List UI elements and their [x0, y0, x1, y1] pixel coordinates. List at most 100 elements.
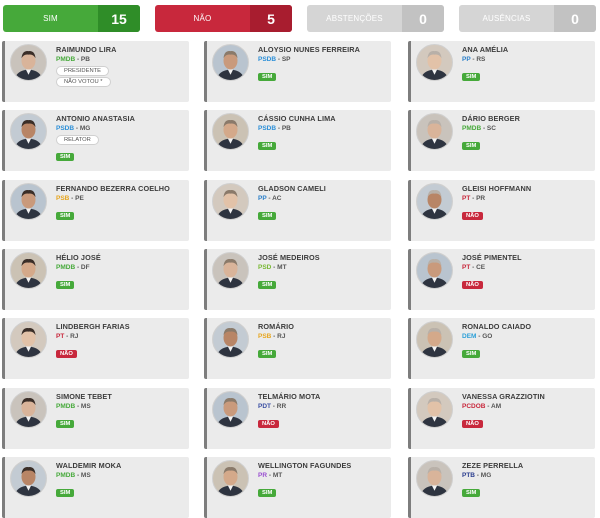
portrait-icon — [212, 113, 249, 151]
party-label: PMDB — [56, 402, 76, 410]
vote-badge: NÃO — [258, 419, 279, 428]
summary-yes[interactable]: SIM 15 — [3, 5, 140, 32]
senator-name: ANA AMÉLIA — [462, 45, 509, 54]
vote-badge: SIM — [56, 153, 75, 162]
senator-name: WELLINGTON FAGUNDES — [258, 460, 352, 470]
senator-info: JOSÉ MEDEIROS PSD - MT SIM — [258, 252, 387, 291]
senator-card[interactable]: WELLINGTON FAGUNDES PR - MT SIM — [204, 456, 391, 518]
senator-card[interactable]: ROMÁRIO PSB - RJ SIM — [204, 318, 391, 380]
senator-info: ANTONIO ANASTASIA PSDB - MG RELATOR SIM — [56, 113, 185, 163]
senator-info: TELMÁRIO MOTA PDT - RR NÃO — [258, 391, 387, 430]
role-badge: PRESIDENTE — [56, 66, 110, 76]
portrait-icon — [10, 182, 47, 220]
senator-name: HÉLIO JOSÉ — [56, 252, 101, 262]
senator-card[interactable]: FERNANDO BEZERRA COELHO PSB - PE SIM — [2, 179, 189, 241]
vote-badge: NÃO — [56, 350, 77, 359]
party-label: PT — [462, 263, 471, 271]
vote-badge: SIM — [56, 211, 75, 220]
state-label: MG — [79, 125, 91, 133]
party-label: PSB — [56, 194, 70, 202]
senator-card[interactable]: JOSÉ PIMENTEL PT - CE NÃO — [408, 248, 595, 310]
party-label: PCDOB — [462, 402, 486, 410]
senator-card[interactable]: TELMÁRIO MOTA PDT - RR NÃO — [204, 387, 391, 449]
party-label: PMDB — [56, 263, 76, 271]
party-state: PMDB - MS — [56, 402, 91, 410]
state-label: AC — [272, 194, 282, 202]
party-state: PSB - RJ — [258, 333, 286, 341]
state-label: RJ — [277, 333, 286, 341]
party-state: PP - AC — [258, 194, 282, 202]
party-label: PR — [258, 471, 268, 479]
state-label: PR — [476, 194, 486, 202]
senator-name: RONALDO CAIADO — [462, 322, 532, 332]
senator-name: ALOYSIO NUNES FERREIRA — [258, 45, 360, 54]
senator-info: ANA AMÉLIA PP - RS SIM — [462, 44, 591, 83]
portrait-icon — [10, 321, 47, 359]
portrait-icon — [212, 44, 249, 81]
senator-card[interactable]: CÁSSIO CUNHA LIMA PSDB - PB SIM — [204, 110, 391, 172]
summary-absences[interactable]: AUSÊNCIAS 0 — [459, 5, 596, 32]
senator-info: CÁSSIO CUNHA LIMA PSDB - PB SIM — [258, 113, 387, 152]
senator-card[interactable]: SIMONE TEBET PMDB - MS SIM — [2, 387, 189, 449]
senator-card[interactable]: ANA AMÉLIA PP - RS SIM — [408, 41, 595, 102]
senator-name: RAIMUNDO LIRA — [56, 45, 117, 54]
party-state: DEM - GO — [462, 333, 493, 341]
vote-badge: NÃO — [462, 419, 483, 428]
senator-card[interactable]: LINDBERGH FARIAS PT - RJ NÃO — [2, 318, 189, 380]
senator-name: TELMÁRIO MOTA — [258, 391, 321, 401]
summary-abstentions[interactable]: ABSTENÇÕES 0 — [307, 5, 444, 32]
party-state: PSDB - MG — [56, 125, 91, 133]
state-label: PB — [80, 56, 90, 63]
senator-card[interactable]: WALDEMIR MOKA PMDB - MS SIM — [2, 456, 189, 518]
state-label: MS — [80, 471, 91, 479]
senator-info: RONALDO CAIADO DEM - GO SIM — [462, 321, 591, 360]
summary-absences-count: 0 — [554, 5, 596, 32]
senator-card[interactable]: HÉLIO JOSÉ PMDB - DF SIM — [2, 248, 189, 310]
vote-badge: SIM — [462, 488, 481, 497]
state-label: RS — [476, 56, 486, 63]
senator-info: VANESSA GRAZZIOTIN PCDOB - AM NÃO — [462, 391, 591, 430]
party-label: PSDB — [258, 56, 277, 63]
party-state: PCDOB - AM — [462, 402, 502, 410]
vote-badge: SIM — [56, 419, 75, 428]
party-label: PT — [56, 333, 65, 341]
senator-card[interactable]: RONALDO CAIADO DEM - GO SIM — [408, 318, 595, 380]
state-label: DF — [80, 263, 90, 271]
senator-info: GLADSON CAMELI PP - AC SIM — [258, 183, 387, 222]
senator-card[interactable]: ALOYSIO NUNES FERREIRA PSDB - SP SIM — [204, 41, 391, 102]
portrait-icon — [416, 182, 453, 220]
senator-name: DÁRIO BERGER — [462, 114, 520, 124]
vote-badge: SIM — [462, 142, 481, 151]
party-state: PMDB - PB — [56, 56, 90, 63]
senator-card[interactable]: ANTONIO ANASTASIA PSDB - MG RELATOR SIM — [2, 110, 189, 172]
senator-card[interactable]: RAIMUNDO LIRA PMDB - PB PRESIDENTE NÃO VOTO… — [2, 41, 189, 102]
vote-badge: SIM — [56, 488, 75, 497]
portrait-icon — [416, 113, 453, 151]
vote-badge: NÃO — [462, 211, 483, 220]
party-state: PDT - RR — [258, 402, 287, 410]
senator-name: GLADSON CAMELI — [258, 183, 326, 193]
senator-info: HÉLIO JOSÉ PMDB - DF SIM — [56, 252, 185, 291]
senator-card[interactable]: JOSÉ MEDEIROS PSD - MT SIM — [204, 248, 391, 310]
senator-card[interactable]: ZEZE PERRELLA PTB - MG SIM — [408, 456, 595, 518]
party-label: PMDB — [462, 125, 482, 133]
vote-badge: SIM — [258, 488, 277, 497]
senator-card[interactable]: GLEISI HOFFMANN PT - PR NÃO — [408, 179, 595, 241]
state-label: GO — [482, 333, 493, 341]
senator-info: SIMONE TEBET PMDB - MS SIM — [56, 391, 185, 430]
senator-card[interactable]: DÁRIO BERGER PMDB - SC SIM — [408, 110, 595, 172]
party-label: DEM — [462, 333, 477, 341]
summary-yes-label: SIM — [43, 14, 58, 23]
senator-card[interactable]: VANESSA GRAZZIOTIN PCDOB - AM NÃO — [408, 387, 595, 449]
vote-badge: SIM — [258, 350, 277, 359]
summary-no[interactable]: NÃO 5 — [155, 5, 292, 32]
party-state: PMDB - DF — [56, 263, 90, 271]
state-label: SP — [281, 56, 291, 63]
vote-badge: SIM — [462, 350, 481, 359]
senator-card[interactable]: GLADSON CAMELI PP - AC SIM — [204, 179, 391, 241]
state-label: PB — [281, 125, 291, 133]
vote-summary: SIM 15 NÃO 5 ABSTENÇÕES 0 AUSÊNCIAS 0 — [2, 5, 598, 32]
portrait-icon — [212, 390, 249, 428]
portrait-icon — [416, 44, 453, 81]
party-label: PDT — [258, 402, 271, 410]
